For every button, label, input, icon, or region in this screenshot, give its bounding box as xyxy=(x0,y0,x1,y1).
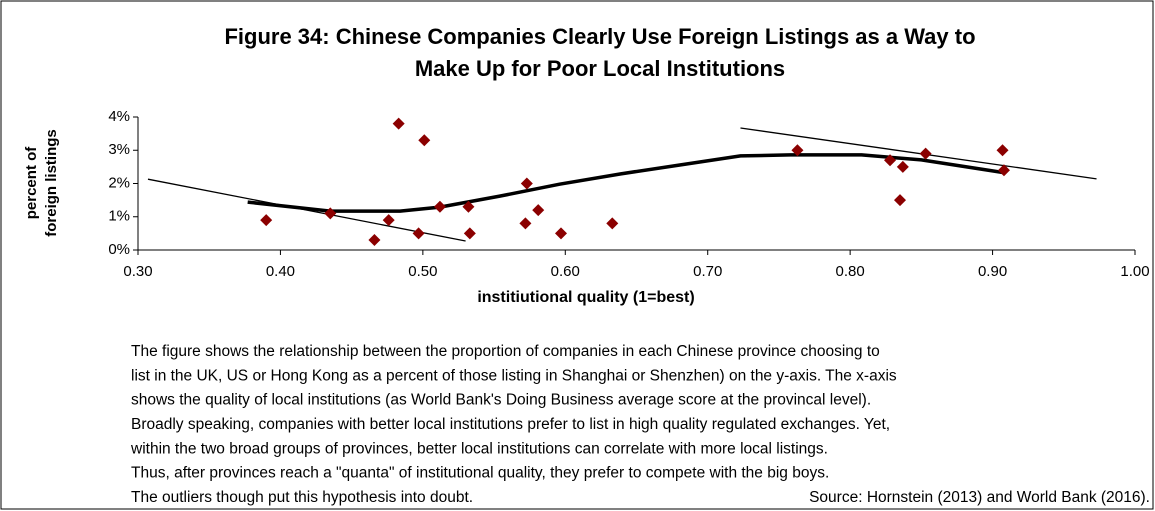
chart-title: Figure 34: Chinese Companies Clearly Use… xyxy=(224,24,975,49)
x-tick-label: 0.70 xyxy=(693,263,722,280)
x-tick-label: 1.00 xyxy=(1120,263,1149,280)
y-tick-label: 3% xyxy=(108,141,130,158)
point xyxy=(519,217,532,230)
caption-line: Broadly speaking, companies with better … xyxy=(131,416,890,433)
point xyxy=(412,227,425,240)
point xyxy=(433,200,446,213)
x-tick-label: 0.50 xyxy=(408,263,437,280)
caption-line: The outliers though put this hypothesis … xyxy=(131,489,473,506)
caption-line: shows the quality of local institutions … xyxy=(131,392,871,409)
point xyxy=(418,134,431,147)
point xyxy=(996,144,1009,157)
caption-line: The figure shows the relationship betwee… xyxy=(131,343,880,360)
point xyxy=(532,204,545,217)
chart-title: Make Up for Poor Local Institutions xyxy=(415,56,785,81)
x-tick-label: 0.60 xyxy=(551,263,580,280)
point xyxy=(392,117,405,130)
x-tick-label: 0.80 xyxy=(836,263,865,280)
point xyxy=(555,227,568,240)
point xyxy=(382,214,395,227)
point xyxy=(463,227,476,240)
y-axis-label: percent of xyxy=(23,146,40,220)
trend-line xyxy=(740,127,1097,180)
point xyxy=(520,177,533,190)
point xyxy=(919,147,932,160)
point xyxy=(896,160,909,173)
y-tick-label: 2% xyxy=(108,174,130,191)
x-tick-label: 0.40 xyxy=(266,263,295,280)
point xyxy=(368,234,381,247)
point xyxy=(462,200,475,213)
source: Source: Hornstein (2013) and World Bank … xyxy=(809,489,1150,506)
point xyxy=(324,207,337,220)
caption-line: within the two broad groups of provinces… xyxy=(130,440,828,457)
y-axis-label: foreign listings xyxy=(43,129,60,237)
x-axis-label: institiutional quality (1=best) xyxy=(477,289,694,306)
point xyxy=(997,164,1010,177)
y-tick-label: 4% xyxy=(108,108,130,125)
x-tick-label: 0.30 xyxy=(123,263,152,280)
point xyxy=(893,194,906,207)
caption-line: list in the UK, US or Hong Kong as a per… xyxy=(131,367,897,384)
y-tick-label: 0% xyxy=(108,241,130,258)
y-tick-label: 1% xyxy=(108,208,130,225)
point xyxy=(260,214,273,227)
point xyxy=(791,144,804,157)
x-tick-label: 0.90 xyxy=(978,263,1007,280)
point xyxy=(884,154,897,167)
caption-line: Thus, after provinces reach a "quanta" o… xyxy=(131,465,829,482)
fit-curve xyxy=(247,153,1006,213)
point xyxy=(606,217,619,230)
